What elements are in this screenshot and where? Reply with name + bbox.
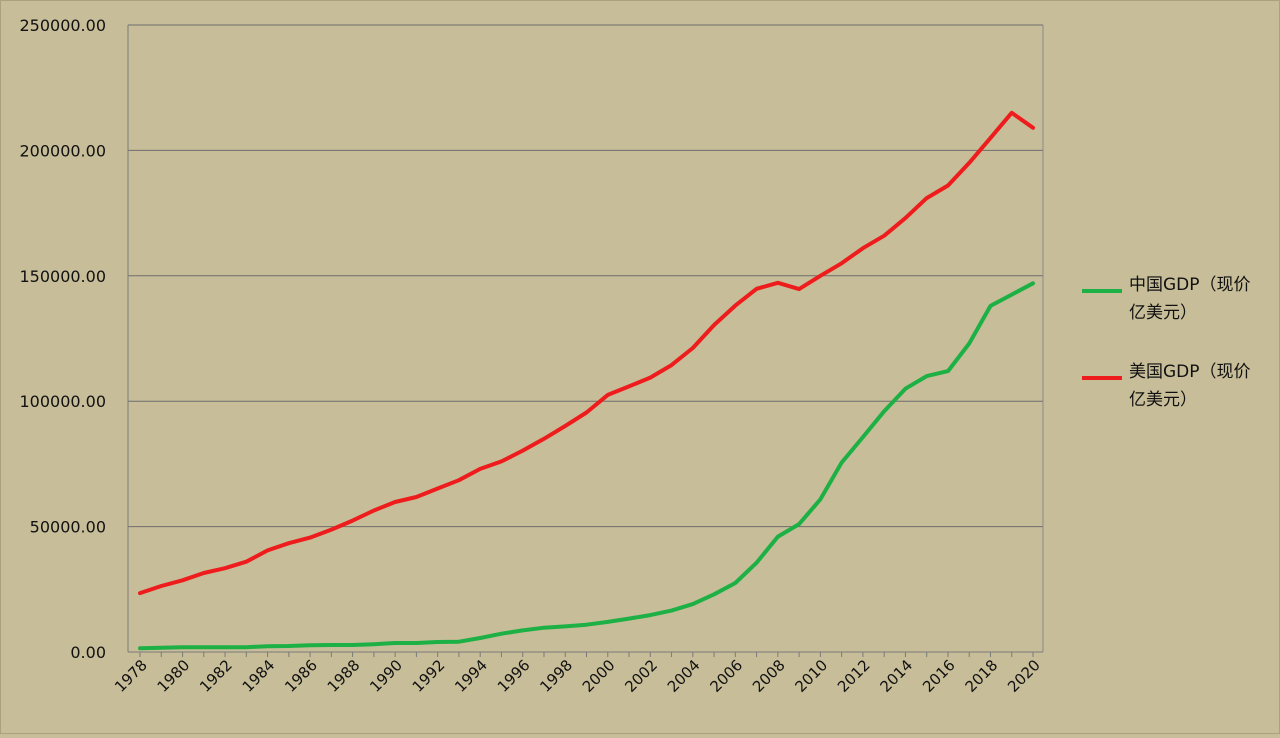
- x-tick-label: 2020: [1004, 656, 1044, 696]
- series-line-usa: [138, 110, 1035, 596]
- x-tick-label: 1980: [154, 656, 194, 696]
- x-tick-label: 2006: [706, 656, 746, 696]
- x-tick-label: 1978: [111, 656, 151, 696]
- legend-label: 中国GDP（现价: [1129, 275, 1251, 295]
- legend-label: 美国GDP（现价: [1129, 362, 1251, 382]
- x-tick-label: 2010: [791, 656, 831, 696]
- y-tick-label: 150000.00: [19, 267, 106, 286]
- y-tick-label: 0.00: [70, 643, 106, 662]
- x-tick-label: 2000: [579, 656, 619, 696]
- x-tick-label: 2002: [621, 656, 661, 696]
- y-tick-label: 200000.00: [19, 141, 106, 160]
- x-tick-label: 1990: [366, 656, 406, 696]
- x-tick-label: 2014: [877, 656, 917, 696]
- x-tick-label: 1996: [494, 656, 534, 696]
- y-tick-label: 50000.00: [30, 518, 106, 537]
- y-tick-label: 250000.00: [19, 16, 106, 35]
- x-tick-label: 2018: [962, 656, 1002, 696]
- x-tick-label: 2012: [834, 656, 874, 696]
- legend-label: 亿美元）: [1129, 390, 1197, 410]
- x-tick-label: 1998: [536, 656, 576, 696]
- x-tick-label: 1994: [451, 656, 491, 696]
- x-tick-label: 1992: [409, 656, 449, 696]
- x-tick-label: 1984: [239, 656, 279, 696]
- x-tick-label: 1982: [196, 656, 236, 696]
- x-tick-label: 1986: [281, 656, 321, 696]
- y-tick-label: 100000.00: [19, 392, 106, 411]
- legend-label: 亿美元）: [1129, 303, 1197, 323]
- x-tick-label: 1988: [324, 656, 364, 696]
- x-tick-label: 2008: [749, 656, 789, 696]
- series-line-china: [138, 281, 1035, 651]
- x-tick-label: 2004: [664, 656, 704, 696]
- x-tick-label: 2016: [919, 656, 959, 696]
